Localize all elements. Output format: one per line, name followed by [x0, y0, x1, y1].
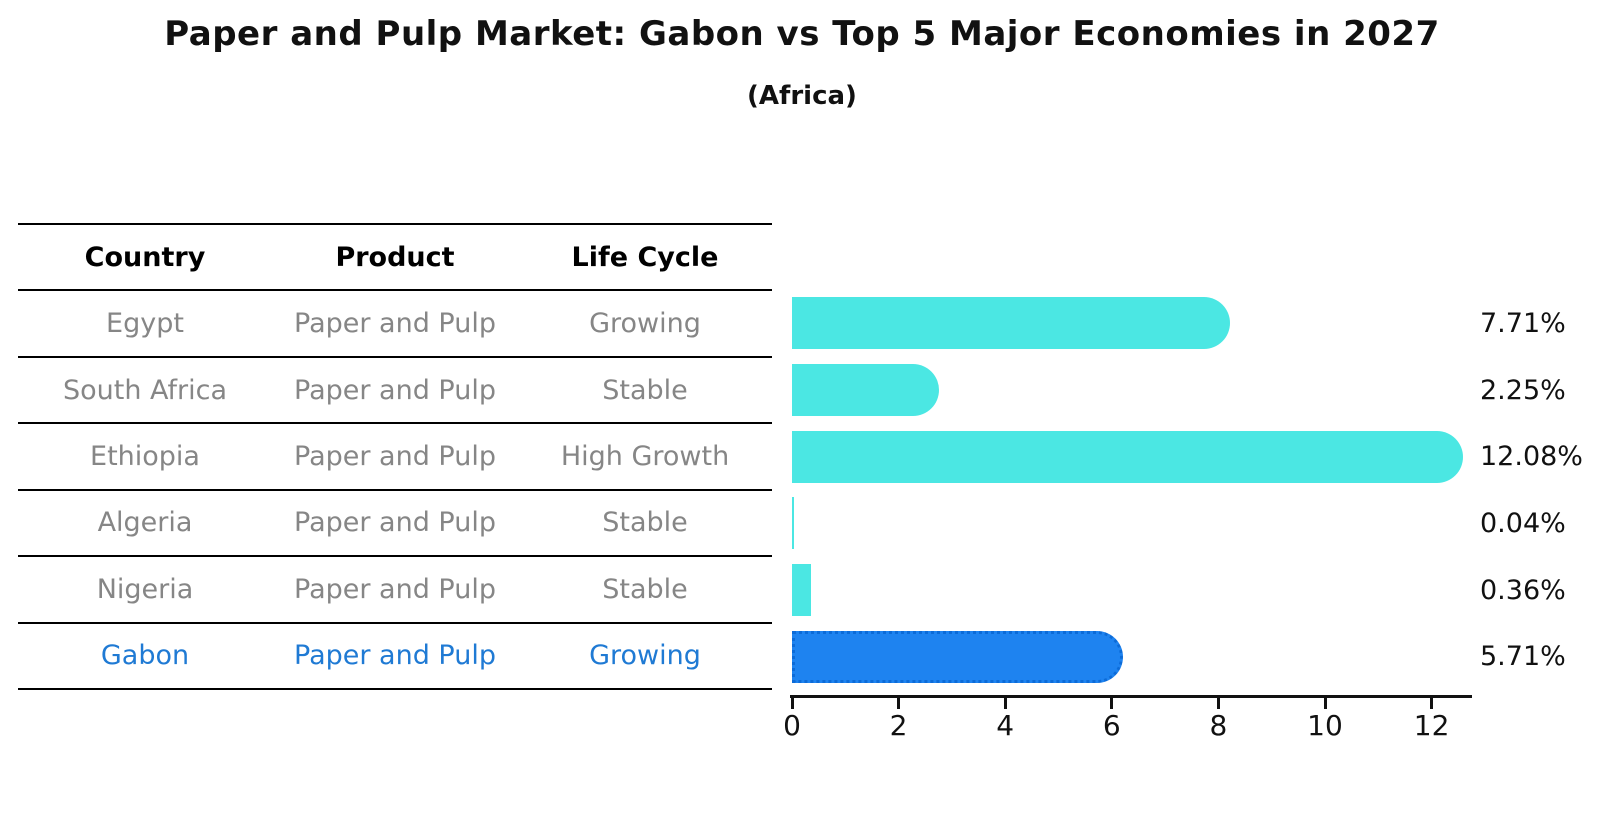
bar-nigeria [792, 564, 812, 617]
table-row-gabon: Gabon Paper and Pulp Growing [18, 621, 772, 690]
cell-life-cycle: Stable [602, 374, 688, 406]
bar-value-label-nigeria: 0.36% [1480, 574, 1566, 606]
cell-country: Nigeria [96, 573, 194, 605]
cell-life-cycle: High Growth [560, 440, 730, 472]
bar-value-label-algeria: 0.04% [1480, 507, 1566, 539]
bar-gabon [792, 630, 1124, 683]
cell-product: Paper and Pulp [294, 573, 496, 605]
bar-south-africa [792, 364, 939, 417]
cell-life-cycle: Growing [589, 640, 701, 672]
table-row-algeria: Algeria Paper and Pulp Stable [18, 488, 772, 555]
bar-value-label-south-africa: 2.25% [1480, 374, 1566, 406]
cell-product: Paper and Pulp [294, 374, 496, 406]
table-row-nigeria: Nigeria Paper and Pulp Stable [18, 555, 772, 621]
x-tick [1110, 698, 1114, 709]
cell-product: Paper and Pulp [294, 507, 496, 539]
x-tick [1003, 698, 1007, 709]
cell-product: Paper and Pulp [294, 440, 496, 472]
column-header-country: Country [84, 241, 206, 273]
cell-country: Gabon [100, 640, 190, 672]
table-row-south-africa: South Africa Paper and Pulp Stable [18, 355, 772, 422]
bar-value-label-gabon: 5.71% [1480, 641, 1566, 673]
cell-life-cycle: Stable [602, 507, 688, 539]
cell-country: Egypt [106, 308, 184, 340]
x-axis: 0 2 4 6 8 10 12 [783, 695, 1604, 755]
table-row-ethiopia: Ethiopia Paper and Pulp High Growth [18, 422, 772, 488]
x-tick [790, 698, 794, 709]
column-header-product: Product [335, 241, 455, 273]
bar-plot-area: 7.71% 2.25% 12.08% 0.04% 0.36% 5.71% [792, 290, 1604, 690]
cell-product: Paper and Pulp [294, 308, 496, 340]
table-header-row: Country Product Life Cycle [18, 223, 772, 289]
x-tick [1430, 698, 1434, 709]
x-tick [897, 698, 901, 709]
cell-country: Algeria [97, 507, 193, 539]
bar-ethiopia [792, 430, 1463, 483]
x-tick-label: 2 [889, 709, 908, 742]
x-tick [1216, 698, 1220, 709]
cell-life-cycle: Stable [602, 573, 688, 605]
cell-product: Paper and Pulp [294, 640, 496, 672]
bar-value-label-ethiopia: 12.08% [1480, 441, 1583, 473]
x-tick-label: 6 [1102, 709, 1121, 742]
x-tick-label: 4 [996, 709, 1015, 742]
x-tick-label: 12 [1413, 709, 1450, 742]
x-tick [1323, 698, 1327, 709]
bar-value-label-egypt: 7.71% [1480, 307, 1566, 339]
bar-egypt [792, 297, 1230, 350]
table-row-egypt: Egypt Paper and Pulp Growing [18, 289, 772, 355]
cell-life-cycle: Growing [589, 308, 701, 340]
page-subtitle: (Africa) [747, 81, 857, 111]
bar-algeria [792, 497, 795, 550]
column-header-life-cycle: Life Cycle [571, 241, 719, 273]
x-tick-label: 0 [783, 709, 801, 742]
x-tick-label: 10 [1307, 709, 1343, 742]
x-tick-label: 8 [1209, 709, 1228, 742]
cell-country: South Africa [62, 374, 228, 406]
cell-country: Ethiopia [90, 440, 200, 472]
x-axis-line [790, 695, 1472, 698]
country-table: Country Product Life Cycle Egypt Paper a… [18, 223, 772, 690]
page-title: Paper and Pulp Market: Gabon vs Top 5 Ma… [164, 14, 1440, 54]
